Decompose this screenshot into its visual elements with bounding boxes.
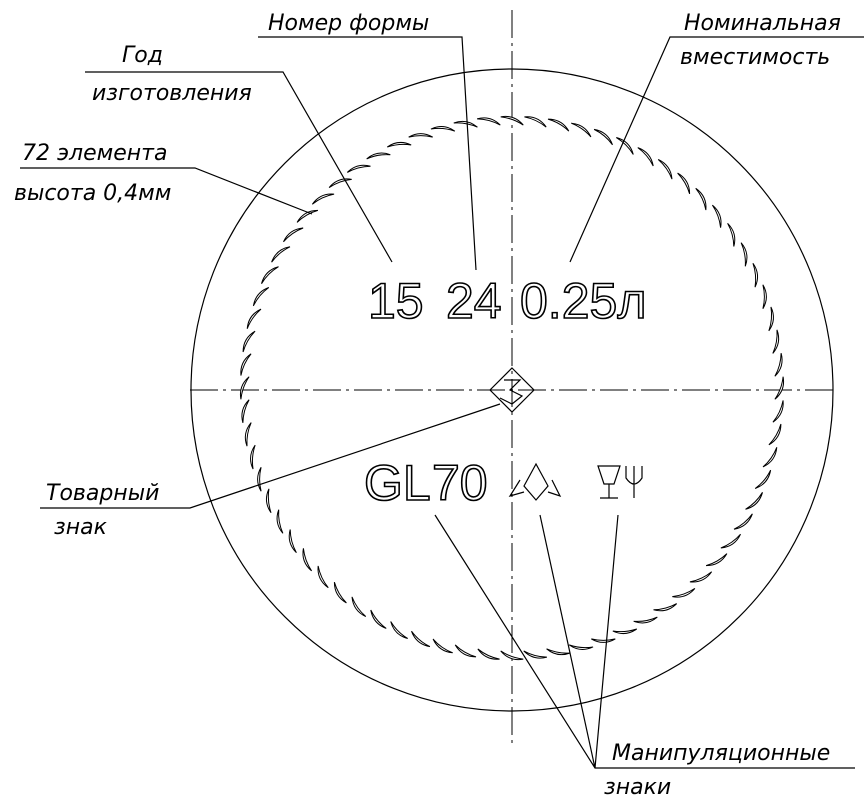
ring-element: [331, 582, 346, 605]
ring-element: [613, 629, 637, 635]
ring-element: [741, 242, 749, 266]
ring-element: [500, 651, 524, 662]
ring-element: [721, 534, 743, 551]
ring-element: [300, 548, 311, 572]
ring-element: [728, 222, 738, 246]
ring-element: [269, 244, 290, 262]
ring-element: [769, 424, 784, 447]
ring-element: [594, 127, 615, 145]
label: Номинальная: [684, 11, 841, 36]
label: изготовления: [92, 81, 252, 106]
ring-element: [591, 639, 615, 643]
recycle-icon: [510, 464, 560, 500]
ring-element: [755, 470, 773, 491]
ring-element: [746, 492, 765, 511]
label: Товарный: [46, 481, 159, 506]
ring-element: [409, 134, 433, 138]
ring-element: [712, 204, 723, 228]
ring-element: [501, 114, 525, 125]
ring-element: [259, 264, 278, 283]
label: высота 0,4мм: [14, 181, 171, 206]
ring-element: [238, 376, 249, 400]
ring-element: [571, 120, 593, 137]
ring-element: [672, 588, 696, 599]
label: Год: [122, 43, 163, 68]
ring-element: [346, 163, 370, 173]
ring-element: [690, 572, 713, 585]
ring-element: [387, 141, 411, 147]
ring-element: [654, 604, 678, 614]
drawing: 15 24 0.25л GL 70 Номер формы Номинальна…: [0, 0, 864, 801]
ring-element: [258, 467, 262, 491]
ring-element: [638, 145, 656, 166]
ring-element: [548, 116, 571, 131]
ring-element: [753, 263, 759, 287]
ring-element: [524, 114, 547, 127]
ring-element: [706, 554, 729, 569]
ring-element: [295, 207, 318, 222]
ring-element: [763, 285, 767, 309]
ring-element: [678, 171, 693, 194]
ring-element: [454, 120, 478, 128]
ring-element: [265, 489, 271, 513]
ring-element: [763, 447, 780, 469]
ring-element: [569, 645, 593, 651]
ring-element: [773, 400, 786, 423]
ring-element: [477, 116, 501, 126]
ring-element: [275, 510, 283, 534]
gl-number-mark: 70: [432, 455, 488, 511]
year-mark: 15: [368, 273, 424, 329]
ring-element: [409, 631, 430, 649]
ring-element: [244, 422, 252, 446]
ring-element: [250, 445, 256, 469]
ring-element: [775, 353, 785, 377]
label: вместимость: [680, 45, 830, 70]
ring-element: [240, 329, 255, 352]
ring-element: [240, 399, 250, 423]
volume-mark: 0.25л: [520, 273, 647, 329]
label: 72 элемента: [22, 141, 167, 166]
ring-element: [546, 649, 570, 657]
ring-element: [431, 126, 455, 132]
ring-element: [366, 151, 390, 159]
ring-element: [287, 530, 297, 554]
ring-element: [281, 225, 303, 242]
label: знак: [54, 515, 108, 540]
label: Манипуляционные: [612, 741, 830, 766]
ring-element: [773, 330, 781, 354]
label: Номер формы: [268, 11, 429, 36]
ring-element: [453, 645, 476, 660]
ring-element: [251, 285, 269, 306]
ring-element: [315, 566, 328, 589]
ring-element: [238, 352, 251, 375]
label: знаки: [604, 775, 671, 800]
ring-element: [431, 639, 453, 656]
ring-element: [388, 622, 407, 641]
gl-mark: GL: [364, 455, 431, 511]
ring-element: [368, 610, 386, 631]
food-icon: [598, 466, 642, 498]
ring-element: [696, 187, 709, 210]
ring-element: [311, 191, 334, 204]
leader: [570, 37, 864, 262]
ring-element: [244, 307, 261, 329]
ring-element: [476, 649, 499, 662]
ring-element: [769, 307, 775, 331]
ring-element: [658, 157, 675, 179]
ring-element: [734, 514, 755, 532]
leader: [435, 515, 855, 768]
form-mark: 24: [446, 273, 502, 329]
ring-element: [775, 377, 786, 401]
ring-element: [634, 617, 658, 625]
ring-element: [349, 597, 366, 619]
